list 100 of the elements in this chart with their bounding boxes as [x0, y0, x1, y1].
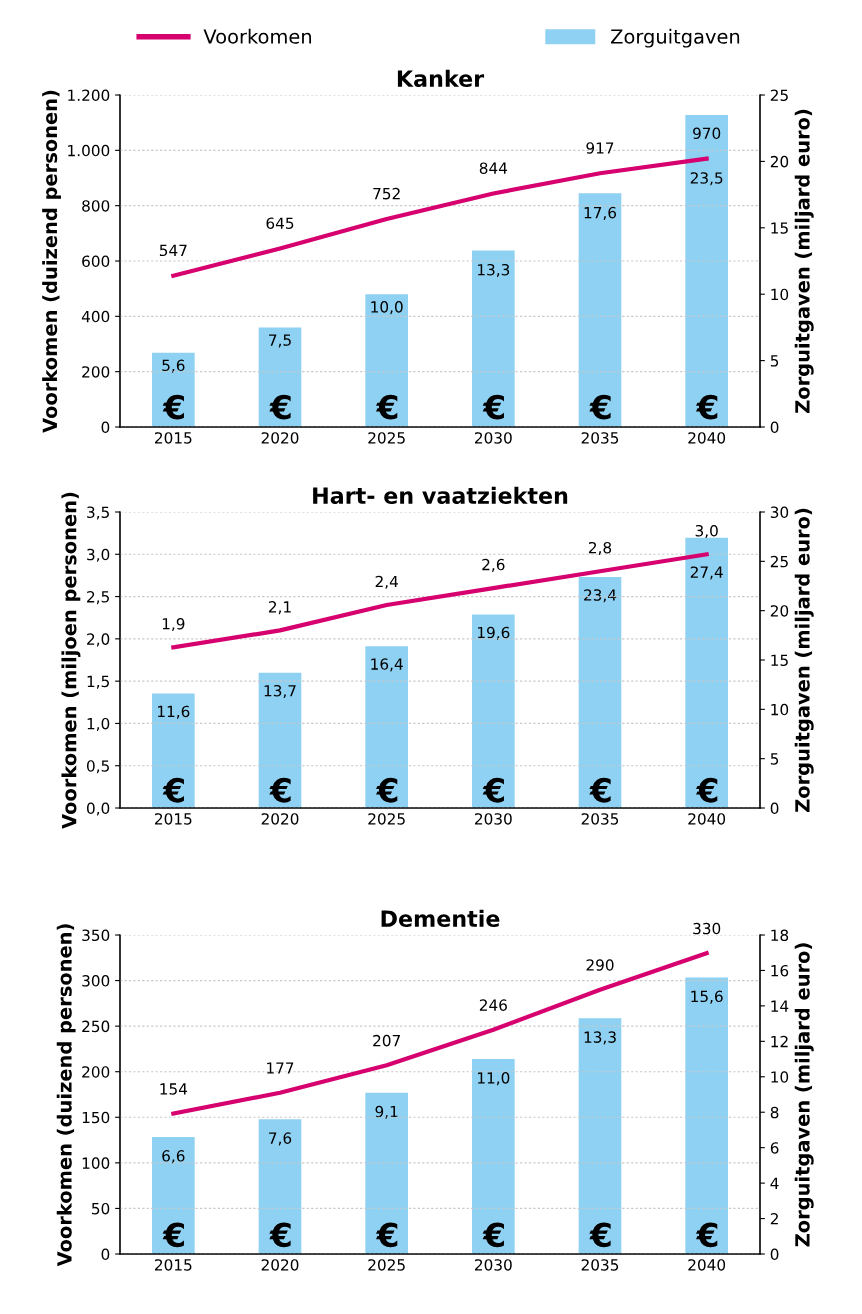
y-tick-label: 3,0 — [87, 548, 110, 562]
legend-label: Voorkomen — [203, 28, 311, 44]
data-label: 246 — [479, 999, 507, 1011]
y-axis-title: Voorkomen (duizend personen) — [42, 90, 61, 433]
y-tick-label: 1.000 — [68, 144, 110, 157]
y-axis-title: Voorkomen (miljoen personen) — [61, 492, 81, 829]
data-label: 19,6 — [478, 626, 510, 640]
data-label: 917 — [586, 142, 614, 154]
chart-title: Hart- en vaatziekten — [313, 486, 568, 504]
x-tick-label: 2030 — [475, 813, 512, 825]
y-tick-label: 250 — [82, 1020, 110, 1033]
y-tick-label: 1,5 — [87, 675, 109, 689]
x-tick-label: 2025 — [368, 432, 405, 444]
y2-tick-label: 15 — [771, 654, 788, 667]
x-tick-label: 2030 — [475, 1259, 512, 1271]
y2-tick-label: 14 — [771, 1000, 789, 1012]
data-label: 15,6 — [691, 990, 723, 1004]
y2-tick-label: 6 — [770, 1142, 779, 1154]
data-label: 13,7 — [264, 684, 296, 699]
data-label: 17,6 — [584, 206, 617, 220]
x-tick-label: 2020 — [261, 1259, 299, 1271]
bar — [152, 1137, 195, 1254]
y2-tick-label: 10 — [771, 1071, 789, 1083]
y-axis-title: Voorkomen (duizend personen) — [56, 924, 76, 1267]
data-label: 6,6 — [162, 1150, 185, 1164]
y2-tick-label: 15 — [771, 222, 788, 234]
x-tick-label: 2020 — [261, 813, 299, 825]
data-label: 5,6 — [162, 359, 185, 373]
y-tick-label: 1.200 — [68, 89, 110, 102]
y-tick-label: 150 — [82, 1111, 110, 1124]
y2-axis-title: Zorguitgaven (miljard euro) — [794, 508, 814, 812]
data-label: 970 — [693, 127, 721, 140]
y-tick-label: 0,0 — [86, 802, 110, 816]
bar — [365, 646, 408, 808]
bar — [472, 614, 515, 808]
bar — [472, 250, 515, 427]
bar — [578, 193, 622, 427]
data-label: 3,0 — [695, 524, 718, 539]
y-tick-label: 0 — [101, 421, 110, 434]
data-label: 290 — [586, 959, 614, 971]
bar — [685, 977, 728, 1254]
bar — [472, 1059, 515, 1254]
data-label: 2,4 — [375, 575, 398, 589]
y-tick-label: 200 — [82, 1066, 110, 1078]
x-tick-label: 2025 — [368, 813, 405, 825]
x-tick-label: 2015 — [155, 1259, 192, 1271]
data-label: 7,6 — [269, 1132, 292, 1146]
y2-tick-label: 0 — [770, 802, 779, 815]
bar — [365, 1092, 408, 1254]
y2-tick-label: 5 — [770, 753, 779, 765]
data-label: 7,5 — [269, 334, 291, 348]
y2-tick-label: 30 — [770, 506, 789, 519]
data-label: 16,4 — [371, 658, 403, 672]
x-tick-label: 2035 — [581, 432, 619, 444]
y-tick-label: 2,0 — [87, 633, 110, 647]
data-label: 1,9 — [162, 618, 185, 632]
data-label: 13,3 — [478, 263, 510, 278]
bar — [685, 114, 728, 427]
chart-title: Kanker — [397, 69, 485, 87]
y2-tick-label: 16 — [771, 964, 789, 977]
data-label: 23,5 — [690, 172, 723, 186]
bar — [365, 294, 408, 427]
y2-tick-label: 12 — [771, 1035, 788, 1048]
bar — [578, 1018, 622, 1254]
legend-label: Zorguitgaven — [611, 28, 740, 48]
x-tick-label: 2035 — [581, 813, 619, 825]
data-label: 9,1 — [375, 1105, 398, 1119]
y2-tick-label: 0 — [770, 1248, 779, 1261]
y2-tick-label: 10 — [771, 288, 789, 301]
x-tick-label: 2040 — [688, 1259, 726, 1271]
data-label: 2,8 — [588, 541, 612, 555]
y2-tick-label: 0 — [770, 421, 779, 434]
bar — [258, 672, 302, 808]
data-label: 2,1 — [268, 601, 291, 615]
bar — [152, 352, 195, 427]
y2-tick-label: 8 — [770, 1106, 779, 1119]
data-label: 11,6 — [158, 705, 190, 719]
y2-tick-label: 5 — [770, 355, 779, 367]
y-tick-label: 1,0 — [87, 717, 110, 732]
data-label: 752 — [373, 187, 400, 200]
y-tick-label: 800 — [82, 200, 110, 212]
data-label: 23,4 — [584, 589, 617, 603]
data-label: 10,0 — [371, 301, 403, 315]
bar — [258, 1119, 302, 1254]
chart-title: Dementie — [381, 909, 500, 927]
bar — [152, 693, 195, 808]
y-tick-label: 200 — [82, 366, 110, 378]
x-tick-label: 2025 — [368, 1259, 405, 1271]
x-tick-label: 2020 — [261, 432, 299, 444]
x-tick-label: 2015 — [155, 813, 192, 825]
data-label: 330 — [693, 922, 721, 935]
bar — [685, 537, 728, 808]
data-label: 154 — [160, 1083, 188, 1095]
y-tick-label: 0,5 — [86, 760, 109, 774]
y-tick-label: 600 — [82, 255, 110, 268]
data-label: 11,0 — [478, 1072, 510, 1086]
y-tick-label: 350 — [82, 929, 110, 942]
x-tick-label: 2040 — [688, 813, 726, 825]
data-label: 547 — [159, 244, 187, 257]
y2-tick-label: 10 — [771, 703, 789, 716]
